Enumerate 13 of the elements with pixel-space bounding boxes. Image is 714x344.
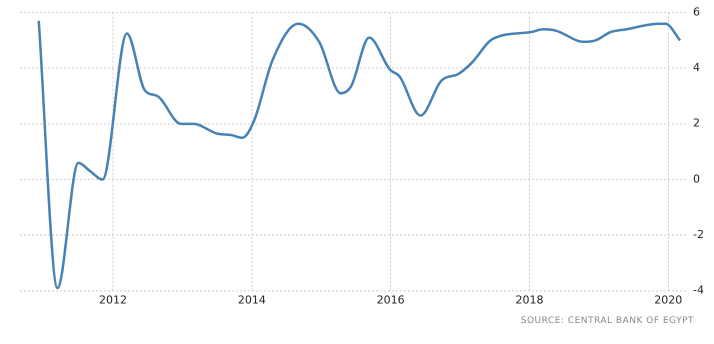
x-tick-label: 2012 [99, 293, 128, 306]
y-tick-label: 4 [693, 61, 700, 74]
y-tick-label: 0 [693, 172, 700, 186]
line-series [37, 20, 682, 290]
x-tick-label: 2018 [515, 293, 544, 306]
x-tick-label: 2020 [654, 293, 682, 306]
y-tick-label: 6 [693, 5, 700, 18]
y-tick-label: -2 [693, 228, 704, 242]
y-tick-label: -4 [693, 284, 704, 297]
x-tick-label: 2016 [376, 293, 405, 306]
x-tick-label: 2014 [238, 293, 266, 306]
y-tick-label: 2 [693, 116, 700, 130]
source-note: SOURCE: CENTRAL BANK OF EGYPT [520, 316, 694, 326]
